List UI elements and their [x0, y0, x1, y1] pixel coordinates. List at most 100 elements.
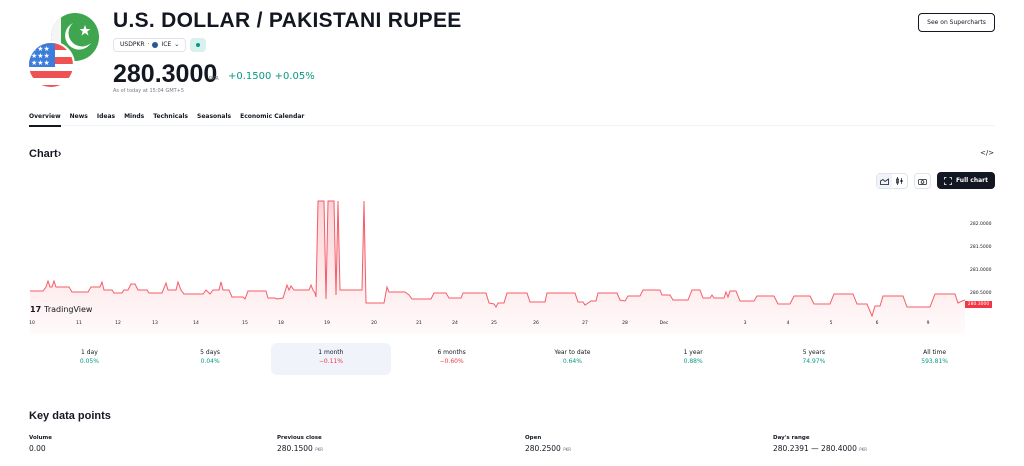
x-axis-tick: 26: [533, 321, 539, 326]
period-5-days[interactable]: 5 days 0.04%: [150, 343, 271, 375]
kdp-value: 280.2500: [525, 444, 561, 453]
area-chart-button[interactable]: [877, 174, 892, 188]
camera-icon: [918, 178, 927, 185]
tab-economic-calendar[interactable]: Economic Calendar: [240, 113, 305, 120]
tab-overview[interactable]: Overview: [29, 112, 61, 127]
kdp-value: 280.1500: [277, 444, 313, 453]
period-label: 1 year: [683, 349, 703, 356]
currency-pair-flags: ★★★ ★★★ ★★★: [27, 13, 103, 89]
tab-seasonals[interactable]: Seasonals: [197, 113, 232, 120]
kdp-value: 280.2391 — 280.4000: [773, 444, 857, 453]
tab-news[interactable]: News: [69, 113, 88, 120]
x-axis-tick: 15: [242, 321, 248, 326]
period-value: 74.97%: [802, 358, 826, 365]
period-1-day[interactable]: 1 day 0.05%: [29, 343, 150, 375]
x-axis-tick: 25: [491, 321, 497, 326]
tab-minds[interactable]: Minds: [124, 113, 145, 120]
symbol-label: USDPKR: [120, 41, 145, 48]
kdp-value-wrap: 280.2391 — 280.4000 PKR: [773, 444, 867, 453]
period-label: 1 day: [80, 349, 98, 356]
period-1-year[interactable]: 1 year 0.88%: [633, 343, 754, 375]
kdp-label: Previous close: [277, 435, 322, 441]
y-axis-tick: 281.5000: [970, 245, 992, 250]
x-axis-tick: 4: [786, 321, 790, 326]
svg-text:★★★: ★★★: [31, 59, 50, 65]
x-axis-tick: 18: [278, 321, 284, 326]
area-fill: [30, 201, 965, 335]
x-axis-tick: 3: [743, 321, 747, 326]
x-axis-tick: 27: [582, 321, 588, 326]
period-1-month[interactable]: 1 month −0.11%: [270, 343, 392, 375]
symbol-tabs: Overview News Ideas Minds Technicals Sea…: [29, 112, 995, 127]
chart-section-link[interactable]: Chart›: [29, 148, 61, 160]
period-value: 0.64%: [562, 358, 582, 365]
kdp-value: 0.00: [29, 444, 46, 453]
market-open-dot-icon: [196, 43, 200, 47]
x-axis-tick: Dec: [659, 321, 669, 326]
as-of-timestamp: As of today at 15:04 GMT+5: [113, 88, 185, 94]
kdp-value-wrap: 280.2500 PKR: [525, 444, 571, 453]
tab-ideas[interactable]: Ideas: [96, 113, 116, 120]
period-label: 6 months: [437, 349, 466, 356]
y-axis-tick: 280.5000: [970, 291, 992, 296]
candles-chart-button[interactable]: [892, 174, 907, 188]
change-value: +0.1500: [228, 71, 272, 82]
x-axis-tick: 5: [829, 321, 833, 326]
period-label: All time: [923, 349, 947, 356]
price-line: [30, 200, 966, 318]
kdp-label: Volume: [29, 435, 52, 441]
chart-type-toggle: [876, 173, 908, 189]
chevron-right-icon: ›: [57, 148, 62, 160]
embed-code-icon[interactable]: </>: [980, 149, 995, 157]
x-axis-tick: 21: [416, 321, 422, 326]
x-axis-tick: 19: [324, 321, 330, 326]
period-5-years[interactable]: 5 years 74.97%: [754, 343, 875, 375]
price-currency: PKR: [209, 76, 219, 82]
key-data-title: Key data points: [29, 410, 111, 422]
kdp-days-range: Day's range 280.2391 — 280.4000 PKR: [773, 435, 867, 453]
full-chart-label: Full chart: [956, 177, 988, 184]
tab-technicals[interactable]: Technicals: [153, 113, 188, 120]
tradingview-mark-icon: 17: [30, 305, 42, 314]
separator-dot: ·: [147, 41, 150, 48]
snapshot-group: [914, 173, 931, 189]
period-6-months[interactable]: 6 months −0.60%: [391, 343, 512, 375]
area-chart-icon: [880, 177, 889, 185]
kdp-currency: PKR: [563, 447, 572, 452]
period-value: 593.81%: [921, 358, 948, 365]
period-label: 1 month: [318, 349, 344, 356]
period-year-to-date[interactable]: Year to date 0.64%: [512, 343, 633, 375]
period-value: 0.04%: [200, 358, 220, 365]
globe-icon: [152, 42, 159, 48]
x-axis-tick: 13: [152, 321, 158, 326]
snapshot-button[interactable]: [915, 174, 930, 188]
symbol-exchange-selector[interactable]: USDPKR · ICE ⌄: [113, 38, 187, 52]
x-axis-tick: 11: [76, 321, 82, 326]
change-percent: +0.05%: [274, 71, 315, 82]
current-price: 280.3000: [113, 60, 218, 88]
period-label: Year to date: [554, 349, 591, 356]
period-value: −0.11%: [318, 358, 343, 365]
period-value: 0.88%: [683, 358, 703, 365]
page-title: U.S. DOLLAR / PAKISTANI RUPEE: [113, 9, 462, 32]
market-status-badge[interactable]: [190, 38, 206, 52]
fullscreen-icon: [944, 176, 952, 185]
x-axis-tick: 20: [371, 321, 377, 326]
see-on-supercharts-button[interactable]: See on Supercharts: [918, 13, 995, 32]
performance-periods: 1 day 0.05% 5 days 0.04% 1 month −0.11% 6 m…: [29, 343, 995, 375]
kdp-label: Day's range: [773, 435, 810, 441]
price-area-chart[interactable]: [0, 195, 1024, 335]
full-chart-button[interactable]: Full chart: [937, 172, 995, 189]
x-axis-tick: 24: [452, 321, 458, 326]
x-axis-tick: 14: [193, 321, 199, 326]
x-axis-tick: 9: [926, 321, 930, 326]
x-axis-tick: 28: [622, 321, 628, 326]
svg-text:★★★: ★★★: [31, 52, 50, 60]
tradingview-logo[interactable]: 17 TradingView: [30, 305, 92, 314]
y-axis-tick: 281.0000: [970, 268, 992, 273]
exchange-label: ICE: [161, 41, 172, 48]
kdp-currency: PKR: [859, 447, 868, 452]
period-all-time[interactable]: All time 593.81%: [874, 343, 995, 375]
price-change: +0.1500 +0.05%: [228, 71, 315, 82]
kdp-open: Open 280.2500 PKR: [525, 435, 571, 453]
